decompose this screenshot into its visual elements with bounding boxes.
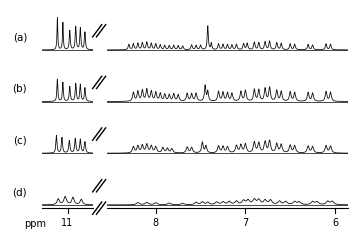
- Text: 8: 8: [153, 218, 159, 229]
- Text: (d): (d): [12, 187, 27, 197]
- Text: (c): (c): [13, 136, 27, 145]
- Text: 11: 11: [61, 218, 74, 229]
- Text: ppm: ppm: [24, 219, 46, 229]
- Text: 7: 7: [242, 218, 249, 229]
- Text: 6: 6: [332, 218, 338, 229]
- Text: (a): (a): [13, 32, 27, 42]
- Text: (b): (b): [12, 84, 27, 94]
